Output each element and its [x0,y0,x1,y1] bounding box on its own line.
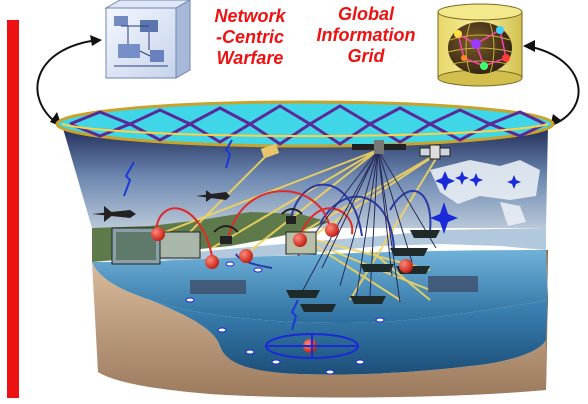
network-diagram-cube-icon [104,0,192,79]
grid-lid [55,100,555,148]
global-information-grid-label: Global Information Grid [307,4,425,67]
radio-links [123,139,299,331]
uav-icon [260,143,280,159]
satellite-icon [352,140,406,154]
connector-arrows [36,39,580,125]
gig-line-2: Information [316,25,416,45]
gig-line-1: Global [337,4,394,24]
world-map [430,160,540,226]
node-icon [151,223,413,353]
gig-line-3: Grid [347,46,385,66]
radar-icon [213,208,303,244]
satellite-icon-2 [419,144,451,160]
ncw-line-1: Network [214,6,286,26]
network-centric-warfare-label: Network -Centric Warfare [198,6,302,69]
aircraft-icon [92,190,230,222]
ncw-line-2: -Centric [215,27,284,47]
red-arcs [155,190,354,257]
sensor-markers [185,261,385,375]
ncw-line-3: Warfare [216,48,284,68]
red-side-bar [7,20,19,398]
subsurface-network [265,333,359,359]
globe-database-cylinder-icon [437,3,523,87]
sat-fan-links [297,149,437,303]
star-markers [430,171,521,234]
